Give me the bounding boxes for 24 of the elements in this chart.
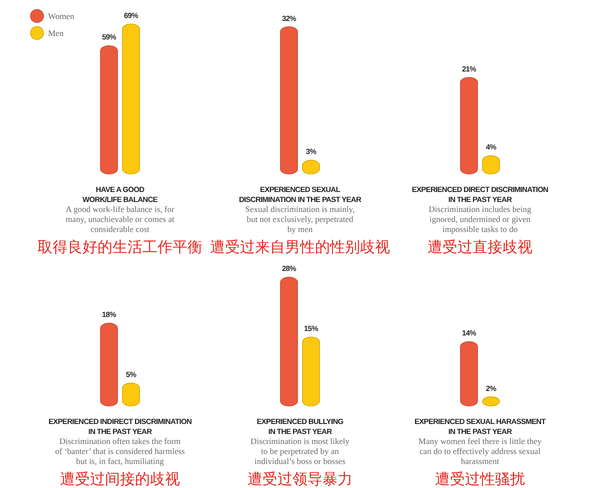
subtitle: Discrimination is most likely (250, 436, 350, 446)
annotation: 遭受过领导暴力 (248, 471, 352, 488)
subtitle: of ‘banter’ that is considered harmless (55, 446, 185, 456)
subtitle: Discrimination often takes the form (59, 436, 181, 446)
subtitle: harassment (460, 456, 500, 466)
subtitle: Many women feel there is little they (418, 436, 542, 446)
annotation: 取得良好的生活工作平衡 (38, 239, 202, 256)
subtitle: but not exclusively, perpetrated (246, 214, 354, 224)
subtitle: considerable cost (90, 224, 150, 234)
subtitle: Discrimination includes being (428, 204, 532, 214)
subtitle: ignored, undermined or given (429, 214, 531, 224)
subtitle: to be perpetrated by an (261, 446, 339, 456)
subtitle: but is, in fact, humiliating (76, 456, 164, 466)
annotation: 遭受过直接歧视 (428, 239, 532, 256)
annotation: 遭受过间接的歧视 (60, 471, 180, 488)
annotation: 遭受过来自男性的性别歧视 (210, 239, 390, 256)
subtitle: can do to effectively address sexual (420, 446, 540, 456)
subtitle: impossible tasks to do (442, 224, 518, 234)
subtitle: Sexual discrimination is mainly, (245, 204, 355, 214)
subtitle: individual’s boss or bosses (254, 456, 346, 466)
subtitle: many, unachievable or comes at (66, 214, 174, 224)
subtitle: by men (287, 224, 313, 234)
annotation: 遭受过性骚扰 (435, 471, 525, 488)
subtitle: A good work-life balance is, for (66, 204, 174, 214)
